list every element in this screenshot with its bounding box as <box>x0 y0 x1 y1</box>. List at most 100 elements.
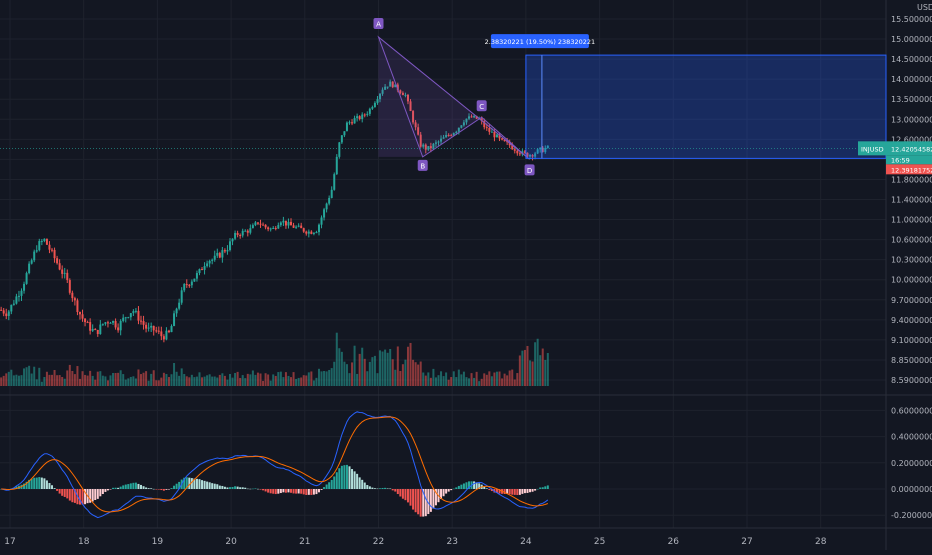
candle-body <box>300 225 303 229</box>
macd-histogram-bar <box>292 489 295 494</box>
macd-histogram-bar <box>511 489 514 495</box>
macd-histogram-bar <box>427 489 430 515</box>
macd-histogram-bar <box>254 488 257 489</box>
candle-body <box>66 272 69 281</box>
volume-bar <box>99 371 102 386</box>
candle-body <box>501 138 504 140</box>
macd-histogram-bar <box>195 478 198 489</box>
macd-histogram-bar <box>521 489 524 494</box>
pattern-point-label: C <box>479 103 484 111</box>
macd-histogram-bar <box>109 489 112 490</box>
candle-body <box>412 111 415 123</box>
macd-histogram-bar <box>396 489 399 495</box>
candle-body <box>457 127 460 132</box>
volume-bar <box>109 375 112 386</box>
volume-bar <box>417 364 420 386</box>
volume-bar <box>33 366 36 386</box>
volume-bar <box>129 376 132 386</box>
macd-histogram-bar <box>455 487 458 489</box>
macd-histogram-bar <box>150 488 153 489</box>
macd-histogram-bar <box>277 489 280 494</box>
macd-histogram-bar <box>264 489 267 492</box>
macd-histogram-bar <box>157 489 160 490</box>
candle-body <box>20 290 23 296</box>
candle-body <box>162 336 165 340</box>
volume-bar <box>282 377 285 386</box>
macd-histogram-bar <box>429 489 432 512</box>
candle-body <box>195 273 198 279</box>
candle-body <box>526 152 529 157</box>
candle-body <box>485 127 488 129</box>
candle-body <box>434 142 437 144</box>
volume-bar <box>399 370 402 386</box>
macd-histogram-bar <box>475 482 478 489</box>
macd-histogram-bar <box>373 488 376 489</box>
macd-histogram-bar <box>544 486 547 489</box>
volume-bar <box>389 348 392 386</box>
macd-histogram-bar <box>348 466 351 489</box>
volume-bar <box>119 370 122 386</box>
volume-bar <box>455 377 458 386</box>
candle-body <box>516 150 519 154</box>
volume-bar <box>434 377 437 386</box>
macd-histogram-bar <box>447 489 450 492</box>
macd-histogram-bar <box>23 483 26 489</box>
candle-body <box>384 86 387 90</box>
volume-bar <box>498 371 501 386</box>
volume-bar <box>325 371 328 386</box>
candle-body <box>188 284 191 286</box>
symbol-price-tag <box>858 141 932 156</box>
volume-bar <box>442 376 445 386</box>
candle-body <box>132 311 135 314</box>
volume-bar <box>323 371 326 386</box>
volume-bar <box>170 374 173 386</box>
macd-histogram-bar <box>541 487 544 489</box>
volume-bar <box>297 377 300 386</box>
volume-bar <box>338 348 341 386</box>
candle-body <box>315 232 318 234</box>
volume-bar <box>358 353 361 386</box>
volume-bar <box>480 378 483 386</box>
macd-histogram-bar <box>198 479 201 489</box>
macd-histogram-bar <box>132 482 135 489</box>
volume-bar <box>10 369 13 386</box>
candle-body <box>290 221 293 226</box>
volume-bar <box>335 332 338 386</box>
volume-bar <box>371 357 374 386</box>
candle-body <box>473 115 476 118</box>
macd-histogram-bar <box>66 489 69 499</box>
macd-histogram-bar <box>330 479 333 489</box>
price-tick-label: 13.00000000 <box>891 115 932 124</box>
macd-histogram-bar <box>91 489 94 502</box>
candle-body <box>325 203 328 210</box>
candle-body <box>84 318 87 323</box>
candle-body <box>94 329 97 331</box>
candle-body <box>183 284 186 291</box>
volume-bar <box>345 364 348 386</box>
pattern-point-label: B <box>420 162 425 170</box>
macd-histogram-bar <box>78 489 81 505</box>
macd-histogram-bar <box>523 489 526 494</box>
candle-body <box>119 320 122 331</box>
low-price-label: 12.39181752 <box>891 166 932 174</box>
macd-histogram-bar <box>48 483 51 489</box>
price-tick-label: 8.59000000 <box>891 376 932 385</box>
pattern-point-label: D <box>527 167 532 175</box>
volume-bar <box>432 368 435 386</box>
macd-histogram-bar <box>442 489 445 497</box>
macd-histogram-bar <box>363 482 366 489</box>
candle-body <box>150 325 153 328</box>
candle-body <box>544 147 547 153</box>
candle-body <box>348 122 351 124</box>
macd-histogram-bar <box>249 488 252 490</box>
candle-body <box>254 222 257 226</box>
macd-histogram-bar <box>167 489 170 490</box>
macd-histogram-bar <box>147 488 150 489</box>
volume-bar <box>330 368 333 386</box>
volume-bar <box>518 355 521 386</box>
macd-histogram-bar <box>440 489 443 500</box>
candle-body <box>269 228 272 230</box>
candle-body <box>129 313 132 318</box>
